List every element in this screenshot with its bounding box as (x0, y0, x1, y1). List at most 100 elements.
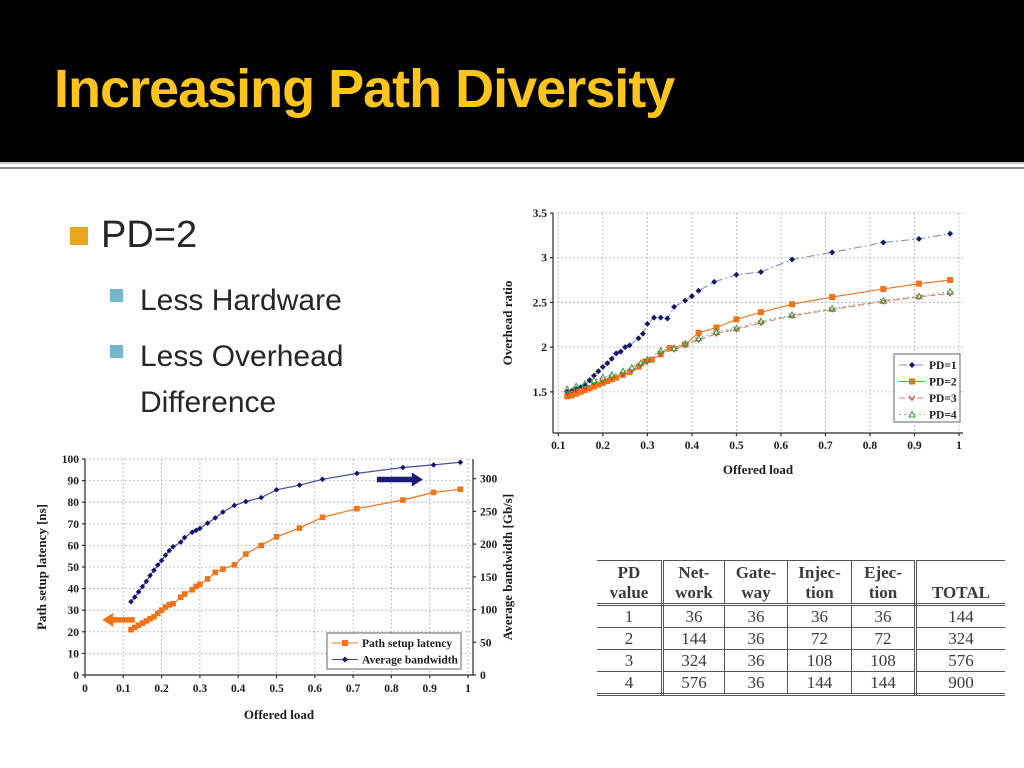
table-cell: 576 (915, 649, 1005, 672)
bullet-square-icon (110, 345, 123, 358)
svg-text:Path setup latency: Path setup latency (362, 638, 452, 650)
svg-text:60: 60 (68, 540, 80, 552)
table-cell: 36 (662, 604, 725, 628)
bullet-item-less-hardware: Less Hardware (110, 278, 342, 324)
table-cell: 36 (851, 604, 917, 628)
svg-text:0.8: 0.8 (863, 440, 878, 452)
svg-text:1.5: 1.5 (533, 387, 548, 399)
table-header-cell: Ejec-tion (851, 560, 917, 606)
table-cell: 576 (662, 671, 725, 696)
svg-text:70: 70 (68, 519, 80, 531)
table-cell: 3 (597, 649, 664, 672)
overhead-ratio-chart: 0.1 0.2 0.3 0.4 0.5 0.6 0.7 0.8 0.9 1 1.5 2 2.5 3 3.5 O… (500, 190, 1024, 490)
svg-text:0.7: 0.7 (818, 440, 833, 452)
svg-text:0.1: 0.1 (551, 440, 566, 452)
svg-text:150: 150 (480, 572, 498, 584)
svg-text:0.1: 0.1 (116, 683, 131, 695)
svg-text:100: 100 (62, 454, 80, 466)
svg-text:PD=1: PD=1 (929, 360, 957, 372)
svg-text:0.4: 0.4 (231, 683, 246, 695)
svg-text:0.2: 0.2 (154, 683, 169, 695)
svg-text:0: 0 (480, 670, 486, 682)
svg-text:40: 40 (68, 584, 80, 596)
table-cell: 108 (787, 649, 852, 672)
table-header-cell: TOTAL (915, 560, 1005, 606)
table-row: 4 576 36 144 144 900 (597, 671, 1005, 696)
title-bar: Increasing Path Diversity (0, 0, 1024, 162)
svg-text:0.6: 0.6 (774, 440, 789, 452)
resource-cost-table: PD value Net-work Gate-way Injec-tion Ejec-ti… (597, 560, 1005, 696)
svg-text:PD=4: PD=4 (929, 410, 957, 422)
svg-text:Offered load: Offered load (244, 707, 315, 722)
svg-text:3.5: 3.5 (533, 208, 548, 220)
svg-text:0.2: 0.2 (596, 440, 611, 452)
svg-text:20: 20 (68, 627, 80, 639)
table-cell: 144 (662, 627, 725, 650)
svg-text:0.5: 0.5 (729, 440, 744, 452)
bullet-item-less-overhead: Less Overhead Difference (110, 334, 392, 426)
latency-bandwidth-chart: 0 0.1 0.2 0.3 0.4 0.5 0.6 0.7 0.8 0.9 1 0 10 20 30 40 50… (30, 443, 535, 748)
svg-text:Average bandwidth [Gb/s]: Average bandwidth [Gb/s] (500, 494, 515, 640)
table-cell: 36 (787, 604, 852, 628)
svg-text:50: 50 (68, 562, 80, 574)
table-header-cell: Gate-way (724, 560, 788, 606)
table-cell: 36 (724, 649, 788, 672)
bullet-square-icon (70, 227, 88, 245)
table-cell: 324 (915, 627, 1005, 650)
svg-text:0.3: 0.3 (640, 440, 655, 452)
svg-text:200: 200 (480, 539, 498, 551)
table-cell: 72 (851, 627, 917, 650)
table-row: 2 144 36 72 72 324 (597, 627, 1005, 650)
table-cell: 36 (724, 671, 788, 696)
svg-text:300: 300 (480, 474, 498, 486)
svg-text:3: 3 (541, 253, 547, 265)
svg-text:PD=3: PD=3 (929, 393, 957, 405)
table-header: PD value Net-work Gate-way Injec-tion Ejec-ti… (597, 560, 1005, 606)
svg-text:Path setup latency [ns]: Path setup latency [ns] (34, 504, 49, 630)
svg-text:0.6: 0.6 (308, 683, 323, 695)
table-cell: 4 (597, 671, 664, 696)
table-header-cell: Injec-tion (787, 560, 852, 606)
svg-text:0: 0 (73, 670, 79, 682)
svg-text:10: 10 (68, 648, 80, 660)
svg-text:30: 30 (68, 605, 80, 617)
svg-text:80: 80 (68, 497, 80, 509)
table-cell: 108 (851, 649, 917, 672)
svg-text:0.3: 0.3 (193, 683, 208, 695)
header-separator (0, 162, 1024, 169)
svg-text:PD=2: PD=2 (929, 377, 957, 389)
table-cell: 144 (787, 671, 852, 696)
table-cell: 72 (787, 627, 852, 650)
svg-text:2: 2 (541, 342, 547, 354)
svg-text:1: 1 (465, 683, 471, 695)
table-body: 1 36 36 36 36 144 2 144 36 72 72 324 3 324 36 108 108 576… (597, 604, 1005, 696)
bullet-text: Less Overhead Difference (140, 340, 344, 419)
table-header-cell: PD value (597, 560, 664, 606)
table-row: 1 36 36 36 36 144 (597, 604, 1005, 628)
table-row: 3 324 36 108 108 576 (597, 649, 1005, 672)
svg-text:100: 100 (480, 605, 498, 617)
slide-title: Increasing Path Diversity (54, 59, 675, 119)
table-cell: 324 (662, 649, 725, 672)
bullet-square-icon (110, 289, 123, 302)
table-cell: 1 (597, 604, 664, 628)
svg-text:0.7: 0.7 (346, 683, 361, 695)
svg-text:1: 1 (956, 440, 962, 452)
svg-text:0.9: 0.9 (423, 683, 438, 695)
svg-text:2.5: 2.5 (533, 297, 548, 309)
bullet-text: Less Hardware (140, 284, 342, 317)
svg-text:0.8: 0.8 (384, 683, 399, 695)
svg-text:Overhead ratio: Overhead ratio (500, 281, 515, 366)
svg-text:0.9: 0.9 (907, 440, 922, 452)
table-cell: 2 (597, 627, 664, 650)
table-cell: 36 (724, 627, 788, 650)
bullet-text: PD=2 (101, 214, 198, 256)
table-cell: 144 (851, 671, 917, 696)
svg-text:0.4: 0.4 (685, 440, 700, 452)
svg-text:0: 0 (82, 683, 88, 695)
svg-text:250: 250 (480, 506, 498, 518)
svg-text:Offered load: Offered load (723, 462, 794, 477)
table-cell: 144 (915, 604, 1005, 628)
table-cell: 36 (724, 604, 788, 628)
